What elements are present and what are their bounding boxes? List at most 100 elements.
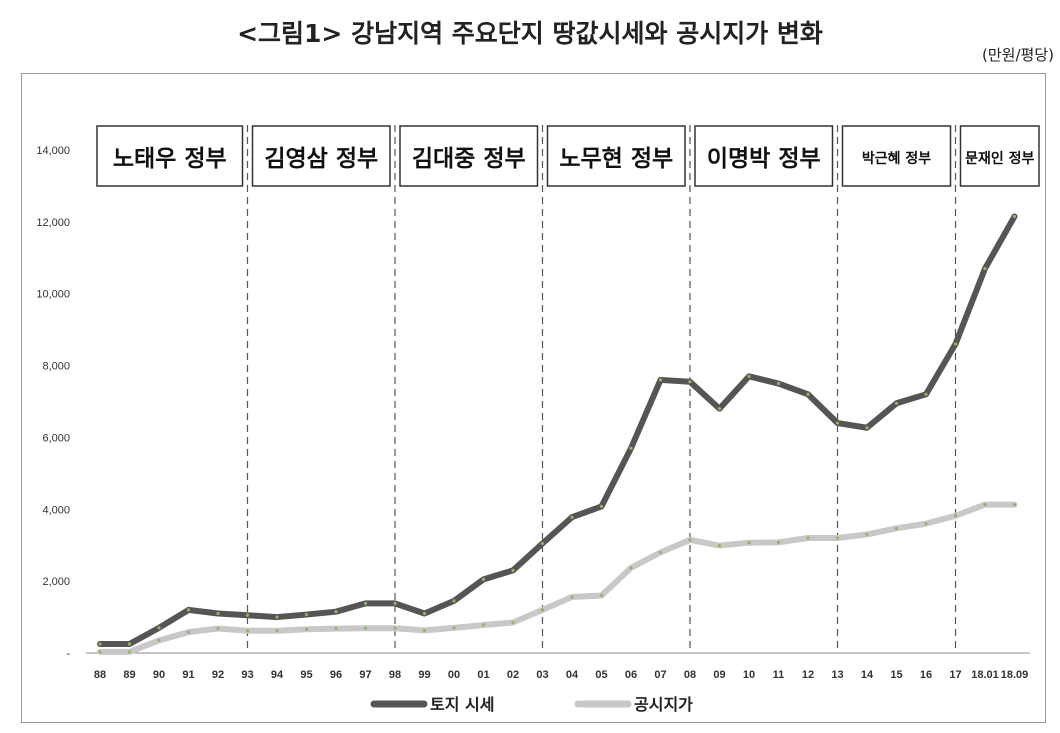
data-point — [481, 623, 486, 627]
x-tick-label: 00 — [448, 669, 460, 681]
x-tick-label: 01 — [477, 669, 489, 681]
data-point — [953, 342, 958, 346]
government-label: 박근혜 정부 — [862, 150, 931, 167]
data-point — [363, 626, 368, 630]
y-tick-label: 2,000 — [42, 576, 70, 588]
data-point — [865, 426, 869, 430]
data-point — [511, 620, 515, 625]
data-point — [216, 626, 220, 631]
data-point — [953, 514, 958, 518]
data-point — [481, 577, 486, 581]
x-tick-label: 10 — [743, 669, 755, 681]
government-label: 노태우 정부 — [113, 146, 227, 172]
data-point — [186, 608, 191, 612]
data-point — [422, 628, 427, 632]
x-tick-label: 93 — [241, 669, 253, 681]
data-point — [894, 526, 899, 530]
x-tick-label: 95 — [300, 669, 312, 681]
data-point — [540, 608, 545, 612]
data-point — [658, 378, 663, 382]
x-tick-label: 91 — [182, 669, 194, 681]
y-tick-label: - — [66, 648, 70, 660]
x-tick-label: 11 — [773, 669, 785, 681]
series-line-official-land-price — [97, 501, 1018, 655]
government-box — [959, 125, 1040, 187]
y-tick-label: 14,000 — [36, 145, 70, 157]
data-point — [1012, 503, 1017, 507]
data-point — [511, 568, 515, 572]
data-point — [983, 503, 987, 507]
data-point — [127, 650, 132, 654]
x-tick-label: 07 — [654, 669, 666, 681]
x-tick-label: 18.09 — [1001, 669, 1029, 681]
data-point — [304, 612, 309, 617]
data-point — [452, 626, 456, 630]
x-tick-label: 14 — [861, 669, 874, 681]
x-tick-label: 15 — [890, 669, 902, 681]
x-tick-label: 97 — [359, 669, 371, 681]
data-point — [304, 627, 309, 631]
government-box — [546, 125, 686, 187]
x-tick-label: 06 — [625, 669, 637, 681]
x-tick-label: 02 — [507, 669, 519, 681]
data-point — [658, 550, 663, 555]
x-tick-label: 98 — [389, 669, 401, 681]
data-point — [275, 615, 279, 619]
data-point — [629, 446, 633, 450]
data-point — [393, 601, 397, 606]
government-box — [694, 125, 834, 187]
data-point — [540, 541, 545, 546]
data-point — [599, 593, 604, 598]
x-tick-label: 18.01 — [971, 669, 999, 681]
data-point — [865, 532, 869, 537]
y-tick-label: 10,000 — [36, 289, 70, 301]
data-point — [688, 380, 692, 384]
data-point — [924, 392, 928, 396]
data-point — [98, 642, 102, 646]
data-point — [629, 566, 633, 570]
government-label: 김영삼 정부 — [264, 146, 378, 172]
x-tick-label: 12 — [802, 669, 814, 681]
y-tick-label: 12,000 — [36, 217, 70, 229]
government-label: 노무현 정부 — [559, 146, 673, 172]
x-tick-label: 03 — [536, 669, 548, 681]
data-point — [894, 401, 899, 405]
data-point — [776, 381, 781, 386]
x-tick-label: 92 — [212, 669, 224, 681]
data-point — [245, 629, 250, 633]
x-tick-label: 04 — [566, 669, 579, 681]
data-point — [334, 626, 338, 631]
government-label: 김대중 정부 — [412, 146, 526, 172]
government-label: 이명박 정부 — [707, 146, 821, 172]
legend-label: 토지 시세 — [430, 695, 494, 714]
data-point — [806, 392, 810, 396]
data-point — [835, 421, 840, 425]
data-point — [127, 642, 132, 646]
data-point — [688, 538, 692, 542]
x-tick-label: 99 — [418, 669, 430, 681]
data-point — [747, 374, 751, 378]
government-box — [96, 125, 244, 187]
data-point — [570, 515, 574, 519]
data-point — [245, 613, 250, 617]
x-tick-label: 17 — [949, 669, 961, 681]
chart-title: <그림1> 강남지역 주요단지 땅값시세와 공시지가 변화 — [237, 19, 823, 48]
x-tick-label: 08 — [684, 669, 696, 681]
data-point — [334, 610, 338, 614]
x-tick-label: 89 — [123, 669, 135, 681]
legend-label: 공시지가 — [634, 695, 693, 714]
data-point — [422, 611, 427, 616]
data-point — [452, 599, 456, 603]
data-point — [570, 595, 574, 599]
data-point — [599, 504, 604, 509]
government-box — [399, 125, 539, 187]
data-point — [776, 540, 781, 544]
data-point — [747, 541, 751, 545]
data-point — [717, 407, 722, 411]
data-point — [806, 536, 810, 540]
data-point — [216, 611, 220, 616]
y-tick-label: 4,000 — [42, 504, 70, 516]
data-point — [186, 630, 191, 634]
data-point — [717, 543, 722, 548]
